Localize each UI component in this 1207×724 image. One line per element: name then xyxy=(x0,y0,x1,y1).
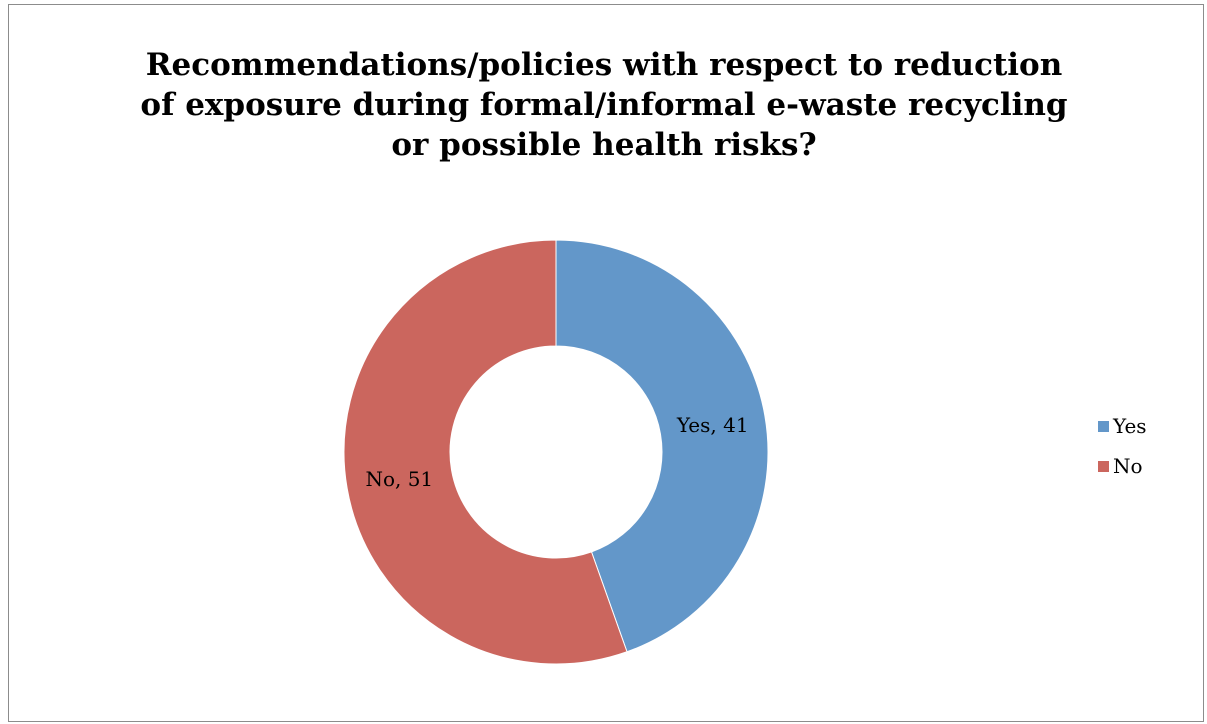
legend-swatch-no xyxy=(1098,460,1109,472)
legend-swatch-yes xyxy=(1098,420,1109,432)
legend: Yes No xyxy=(1098,412,1147,492)
chart-title-line-1: Recommendations/policies with respect to… xyxy=(145,47,1063,83)
slice-no xyxy=(343,239,628,665)
donut-data-labels: Yes, 41 No, 51 xyxy=(365,413,748,491)
legend-label-yes: Yes xyxy=(1113,414,1147,438)
legend-item-yes: Yes xyxy=(1098,412,1147,440)
legend-item-no: No xyxy=(1098,452,1147,480)
chart-title-line-3: or possible health risks? xyxy=(391,127,817,163)
chart-title-line-2: of exposure during formal/informal e-was… xyxy=(140,87,1068,123)
chart-title: Recommendations/policies with respect to… xyxy=(9,45,1199,165)
donut-slices xyxy=(343,239,769,665)
slice-yes xyxy=(555,239,769,653)
data-label-yes: Yes, 41 xyxy=(676,413,749,437)
data-label-no: No, 51 xyxy=(365,467,433,491)
legend-label-no: No xyxy=(1113,454,1143,478)
